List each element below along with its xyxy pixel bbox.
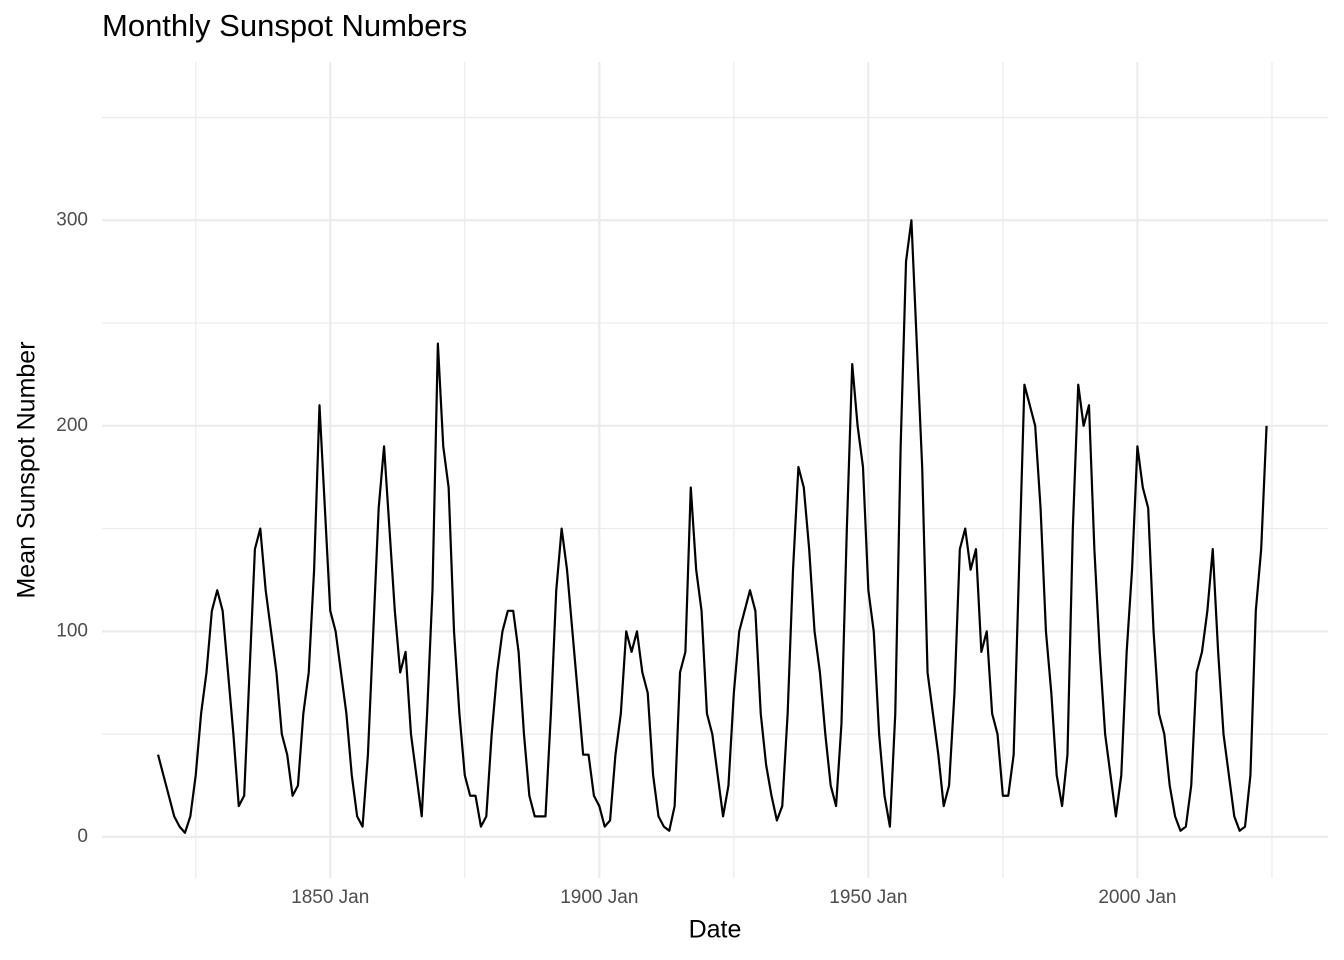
data-line bbox=[156, 219, 1268, 834]
y-tick-label: 300 bbox=[56, 209, 88, 230]
y-tick-label: 200 bbox=[56, 415, 88, 436]
y-tick-label: 0 bbox=[77, 826, 88, 847]
chart-title: Monthly Sunspot Numbers bbox=[102, 8, 467, 43]
y-axis-label: Mean Sunspot Number bbox=[13, 341, 41, 598]
x-axis-label: Date bbox=[689, 916, 742, 944]
x-tick-label: 1900 Jan bbox=[560, 887, 638, 908]
x-tick-label: 2000 Jan bbox=[1098, 887, 1176, 908]
x-tick-label: 1950 Jan bbox=[829, 887, 907, 908]
y-tick-label: 100 bbox=[56, 620, 88, 641]
x-tick-label: 1850 Jan bbox=[291, 887, 369, 908]
